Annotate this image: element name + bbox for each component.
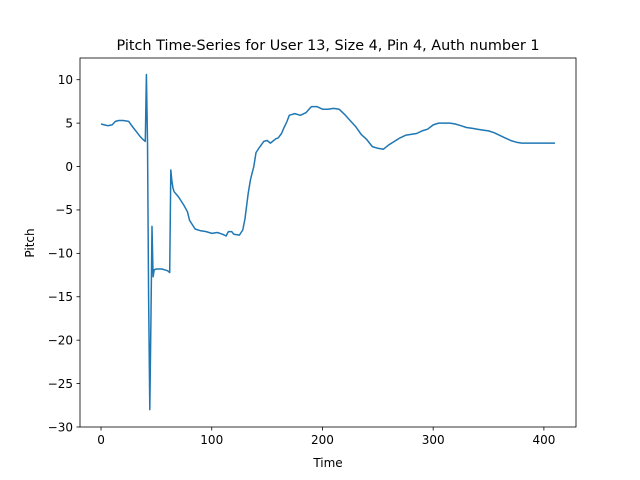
y-tick-label: 5 (65, 116, 73, 130)
y-tick-label: 0 (65, 160, 73, 174)
y-tick-label: −20 (48, 333, 73, 347)
chart-title: Pitch Time-Series for User 13, Size 4, P… (116, 38, 539, 54)
y-tick-label: −15 (48, 290, 73, 304)
x-tick-label: 400 (532, 433, 555, 447)
x-tick-label: 0 (97, 433, 105, 447)
y-tick-label: −25 (48, 377, 73, 391)
y-tick-label: −10 (48, 247, 73, 261)
plot-frame (79, 57, 577, 428)
y-tick-label: −30 (48, 420, 73, 434)
pitch-series-line (100, 73, 555, 411)
x-tick-label: 100 (200, 433, 223, 447)
x-tick-label: 300 (422, 433, 445, 447)
x-tick-label: 200 (311, 433, 334, 447)
y-tick-label: −5 (55, 203, 73, 217)
y-tick-label: 10 (58, 73, 73, 87)
y-axis-label: Pitch (23, 228, 37, 257)
x-axis-label: Time (312, 456, 342, 470)
